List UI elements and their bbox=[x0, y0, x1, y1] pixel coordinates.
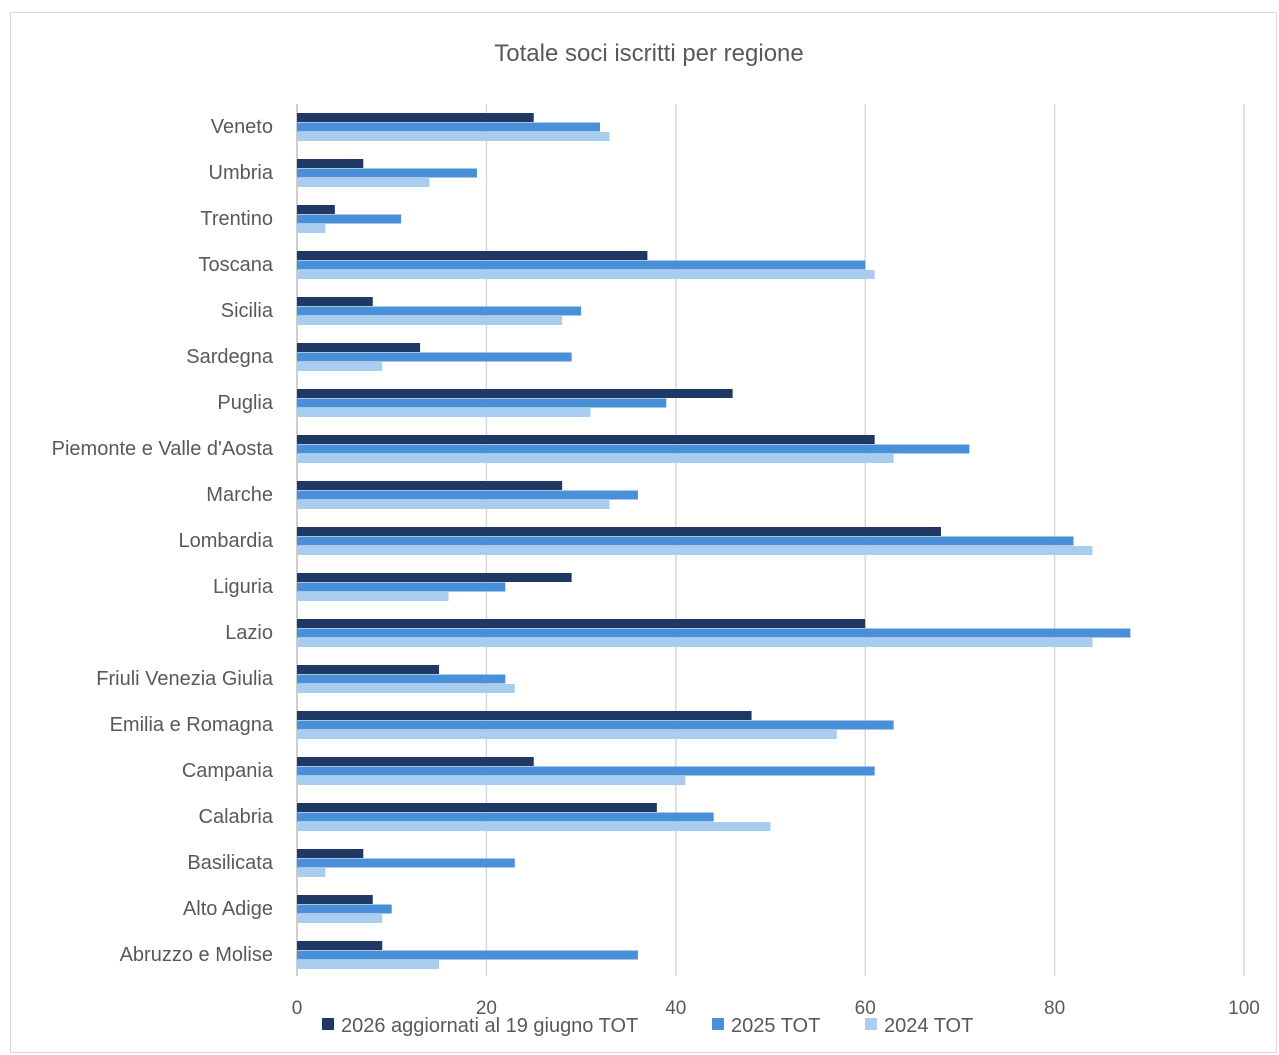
x-tick-label: 100 bbox=[1228, 998, 1260, 1019]
bar bbox=[297, 214, 402, 224]
bar bbox=[297, 684, 515, 693]
bar bbox=[297, 260, 866, 270]
bar bbox=[297, 454, 894, 463]
legend-swatch bbox=[865, 1018, 877, 1030]
bar bbox=[297, 481, 563, 490]
bar bbox=[297, 178, 430, 187]
bar bbox=[297, 573, 572, 582]
category-label: Calabria bbox=[199, 806, 274, 828]
bar bbox=[297, 628, 1131, 638]
legend: 2026 aggiornati al 19 giugno TOT 2025 TOT… bbox=[322, 1015, 973, 1037]
category-label: Piemonte e Valle d'Aosta bbox=[52, 438, 274, 460]
category-label: Alto Adige bbox=[183, 898, 273, 920]
bar bbox=[297, 398, 667, 408]
bar bbox=[297, 582, 506, 592]
bar bbox=[297, 638, 1093, 647]
bar bbox=[297, 941, 383, 950]
bar bbox=[297, 849, 364, 858]
x-tick-label: 0 bbox=[292, 998, 303, 1019]
bar bbox=[297, 490, 638, 500]
bar bbox=[297, 435, 875, 444]
category-label: Basilicata bbox=[187, 852, 273, 874]
bar bbox=[297, 113, 534, 122]
bar bbox=[297, 895, 373, 904]
bar bbox=[297, 776, 686, 785]
legend-label: 2025 TOT bbox=[731, 1015, 820, 1037]
bar bbox=[297, 960, 440, 969]
category-label: Friuli Venezia Giulia bbox=[96, 668, 274, 690]
bar bbox=[297, 592, 449, 601]
bar bbox=[297, 757, 534, 766]
bar bbox=[297, 868, 326, 877]
category-label: Veneto bbox=[211, 116, 273, 138]
bar bbox=[297, 132, 610, 141]
x-tick-label: 40 bbox=[665, 998, 686, 1019]
bar bbox=[297, 408, 591, 417]
bar bbox=[297, 270, 875, 279]
bar bbox=[297, 665, 440, 674]
bar bbox=[297, 251, 648, 260]
bar bbox=[297, 914, 383, 923]
bar bbox=[297, 362, 383, 371]
bar bbox=[297, 803, 657, 812]
bar bbox=[297, 812, 714, 822]
bar bbox=[297, 546, 1093, 555]
bar bbox=[297, 205, 335, 214]
bar bbox=[297, 674, 506, 684]
x-tick-label: 20 bbox=[476, 998, 497, 1019]
bar bbox=[297, 306, 582, 316]
category-label: Puglia bbox=[217, 392, 273, 414]
bar bbox=[297, 619, 866, 628]
bar bbox=[297, 950, 638, 960]
category-label: Umbria bbox=[209, 162, 274, 184]
bar bbox=[297, 822, 771, 831]
category-label: Emilia e Romagna bbox=[110, 714, 274, 736]
category-labels: Veneto Umbria Trentino Toscana Sicilia Sardeg… bbox=[52, 116, 274, 966]
bar bbox=[297, 168, 477, 178]
bar bbox=[297, 904, 392, 914]
x-axis-tick-labels: 0 20 40 60 80 100 bbox=[292, 998, 1260, 1019]
category-label: Sardegna bbox=[186, 346, 274, 368]
bar bbox=[297, 297, 373, 306]
bar bbox=[297, 858, 515, 868]
bar bbox=[297, 389, 733, 398]
bar bbox=[297, 711, 752, 720]
category-label: Lazio bbox=[225, 622, 273, 644]
bar bbox=[297, 730, 837, 739]
bar bbox=[297, 122, 601, 132]
category-label: Trentino bbox=[200, 208, 273, 230]
bar bbox=[297, 444, 970, 454]
legend-swatch bbox=[712, 1018, 724, 1030]
bar bbox=[297, 352, 572, 362]
legend-label: 2026 aggiornati al 19 giugno TOT bbox=[341, 1015, 638, 1037]
bar bbox=[297, 500, 610, 509]
bar bbox=[297, 720, 894, 730]
x-tick-label: 80 bbox=[1044, 998, 1065, 1019]
bar bbox=[297, 536, 1074, 546]
bar bbox=[297, 766, 875, 776]
category-label: Sicilia bbox=[221, 300, 274, 322]
bar bbox=[297, 316, 563, 325]
legend-swatch bbox=[322, 1018, 334, 1030]
category-label: Abruzzo e Molise bbox=[120, 944, 273, 966]
category-label: Campania bbox=[182, 760, 274, 782]
bars bbox=[297, 113, 1131, 969]
category-label: Marche bbox=[206, 484, 273, 506]
bar bbox=[297, 159, 364, 168]
category-label: Toscana bbox=[199, 254, 274, 276]
chart-title: Totale soci iscritti per regione bbox=[494, 40, 803, 67]
bar bbox=[297, 343, 421, 352]
category-label: Liguria bbox=[213, 576, 274, 598]
bar bbox=[297, 527, 941, 536]
bar bbox=[297, 224, 326, 233]
category-label: Lombardia bbox=[178, 530, 273, 552]
x-tick-label: 60 bbox=[855, 998, 876, 1019]
legend-label: 2024 TOT bbox=[884, 1015, 973, 1037]
